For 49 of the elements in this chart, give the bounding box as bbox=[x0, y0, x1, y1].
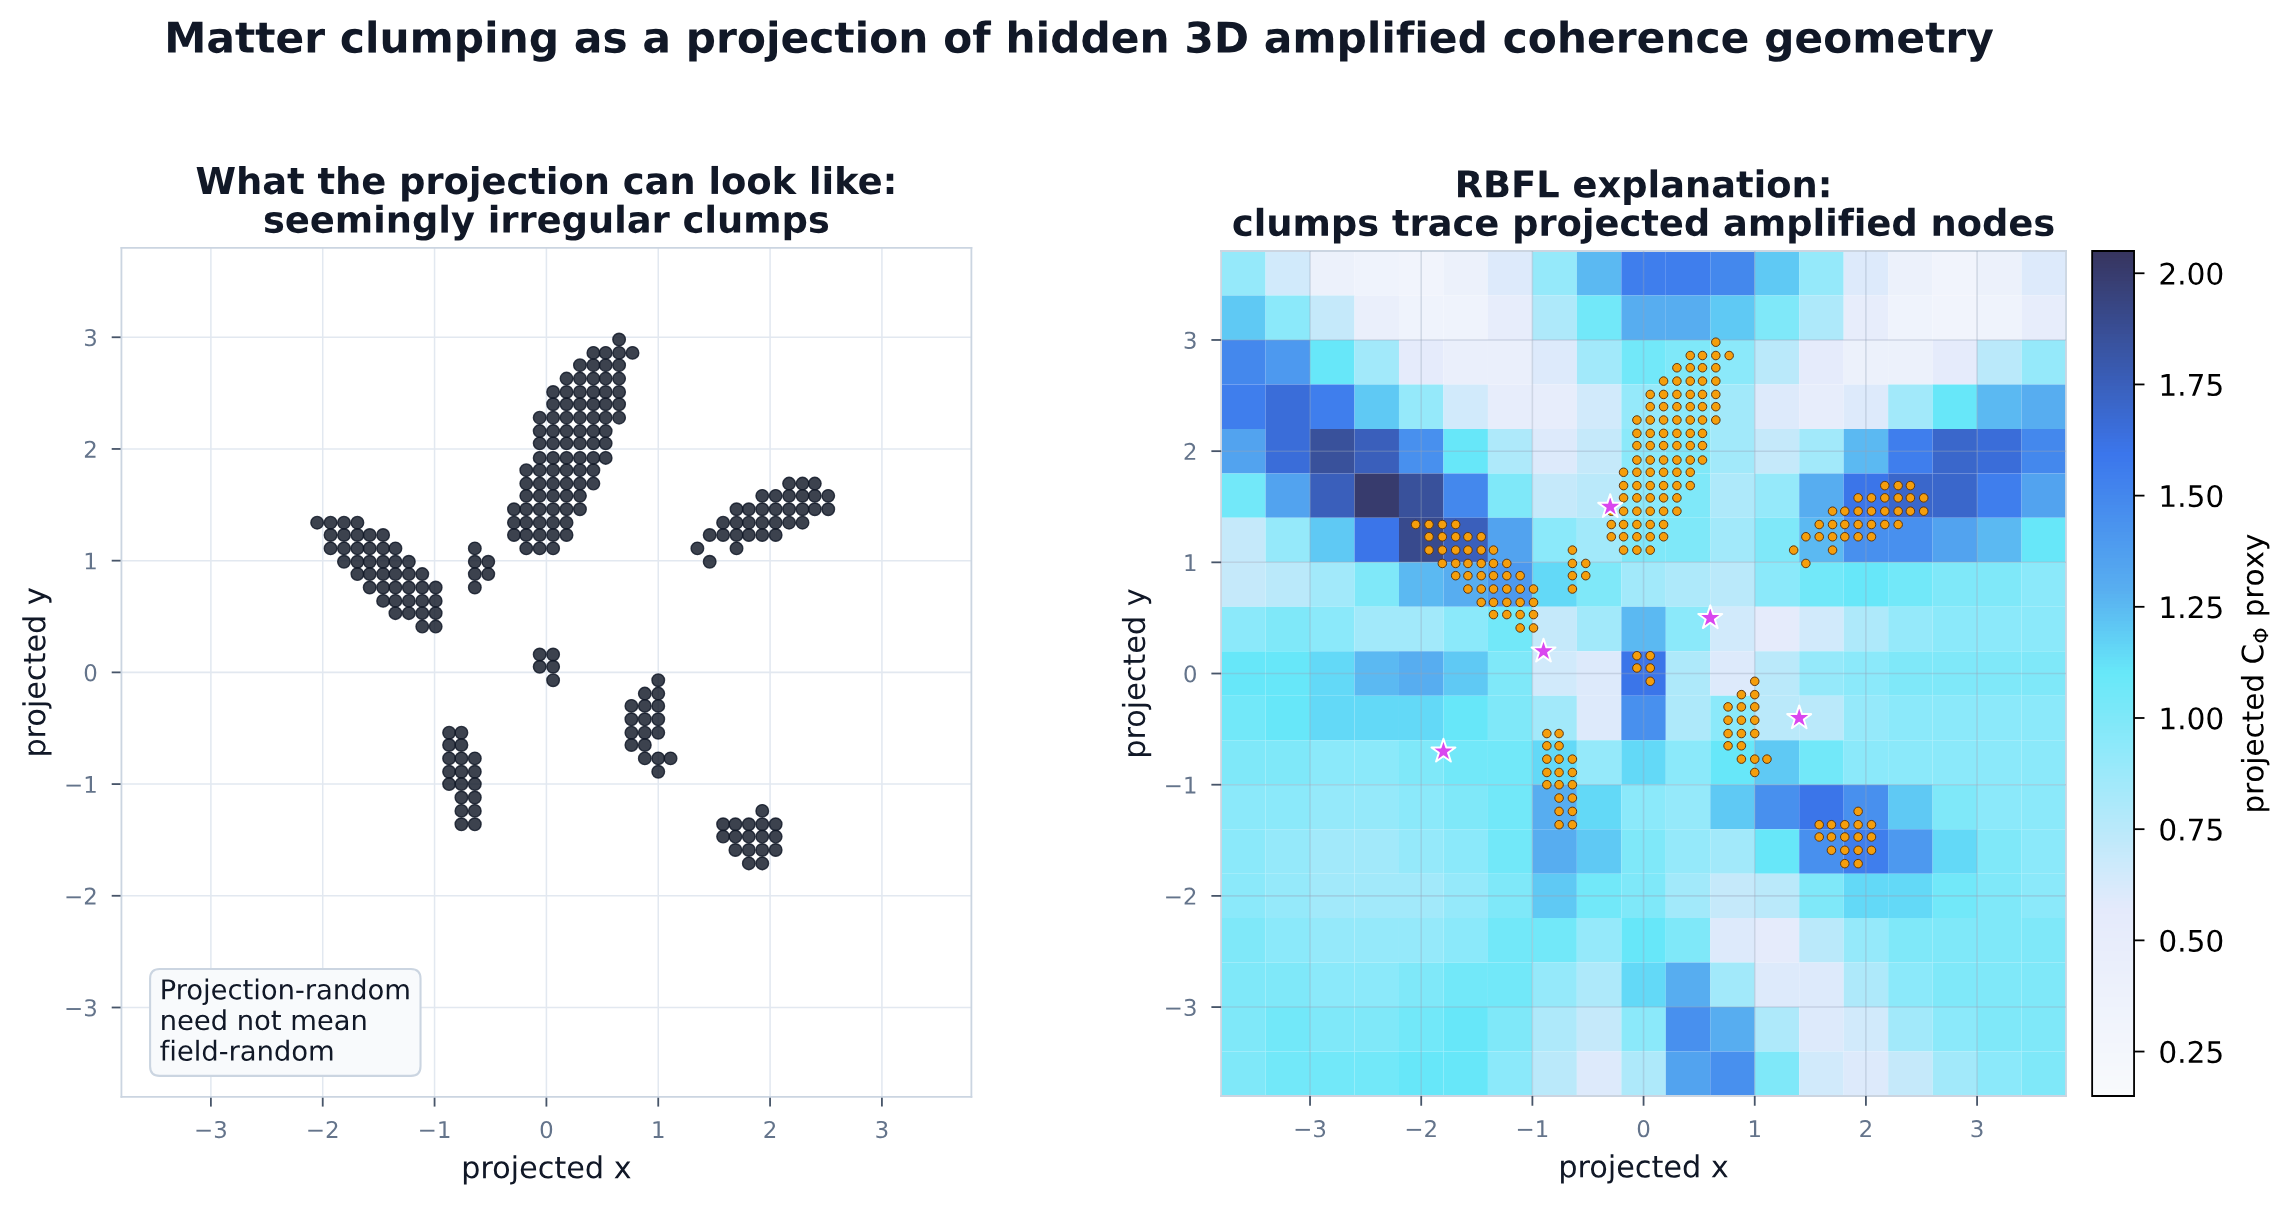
y-tick-label: −1 bbox=[1166, 776, 1196, 794]
x-tick-label: 1 bbox=[1749, 1120, 1760, 1138]
y-tick-label: 0 bbox=[1184, 665, 1196, 683]
y-tick-label: −2 bbox=[66, 887, 96, 905]
x-tick-label: −1 bbox=[420, 1121, 450, 1138]
y-tick-label: −3 bbox=[1166, 998, 1196, 1017]
x-tick-label: 3 bbox=[876, 1120, 888, 1139]
x-tick-label: 0 bbox=[1637, 1120, 1650, 1138]
color-bar-label: 0.75 bbox=[2160, 818, 2222, 841]
color-bar-title: projected C$_{Φ}$ proxy bbox=[2240, 534, 2270, 811]
y-axis-title: projected y bbox=[22, 588, 52, 755]
x-tick-label: −3 bbox=[1295, 1120, 1326, 1138]
x-tick-label: 3 bbox=[1971, 1120, 1983, 1138]
y-tick-label: −3 bbox=[66, 999, 96, 1017]
annotation: Projection-random need not mean field-random bbox=[160, 978, 409, 1061]
point bbox=[1786, 704, 1813, 730]
y-tick-label: 3 bbox=[1184, 331, 1196, 349]
color-bar-label: 2.00 bbox=[2160, 262, 2223, 285]
x-tick-label: −2 bbox=[308, 1120, 338, 1138]
point bbox=[1430, 737, 1457, 763]
text: Matter clumping as a projection of hidden 3D amplified coherence geometry bbox=[168, 20, 1994, 62]
y-tick-label: −1 bbox=[66, 776, 96, 793]
x-tick-label: 0 bbox=[540, 1120, 553, 1139]
x-tick-label: −3 bbox=[196, 1120, 226, 1139]
y-axis-title: projected y bbox=[1121, 589, 1152, 757]
x-axis-title: projected x bbox=[463, 1155, 631, 1185]
x-tick-label: 2 bbox=[764, 1120, 776, 1138]
y-tick-label: −2 bbox=[1166, 887, 1196, 905]
color-bar-label: 1.75 bbox=[2161, 374, 2222, 397]
x-tick-label: 1 bbox=[653, 1121, 664, 1138]
color-bar-label: 1.50 bbox=[2161, 484, 2223, 508]
x-axis-title: projected x bbox=[1561, 1154, 1728, 1184]
y-tick-label: 2 bbox=[1184, 442, 1196, 460]
point bbox=[1530, 637, 1557, 663]
color-bar-label: 0.25 bbox=[2160, 1040, 2222, 1064]
x-tick-label: −2 bbox=[1406, 1120, 1436, 1138]
y-tick-label: 3 bbox=[84, 328, 96, 347]
x-tick-label: 2 bbox=[1860, 1120, 1871, 1138]
chart-title: RBFL explanation: clumps trace projected amplified nodes bbox=[1233, 169, 2054, 244]
y-tick-label: 1 bbox=[85, 552, 96, 570]
color-bar-label: 1.25 bbox=[2161, 596, 2222, 619]
point bbox=[1697, 604, 1724, 630]
y-tick-label: 1 bbox=[1185, 554, 1196, 572]
y-tick-label: 0 bbox=[84, 664, 97, 682]
color-bar-label: 1.00 bbox=[2161, 707, 2223, 730]
x-tick-label: −1 bbox=[1517, 1120, 1548, 1138]
chart-title: What the projection can look like: seemingly irregular clumps bbox=[196, 165, 894, 241]
color-bar-label: 0.50 bbox=[2160, 929, 2223, 953]
y-tick-label: 2 bbox=[84, 440, 96, 458]
